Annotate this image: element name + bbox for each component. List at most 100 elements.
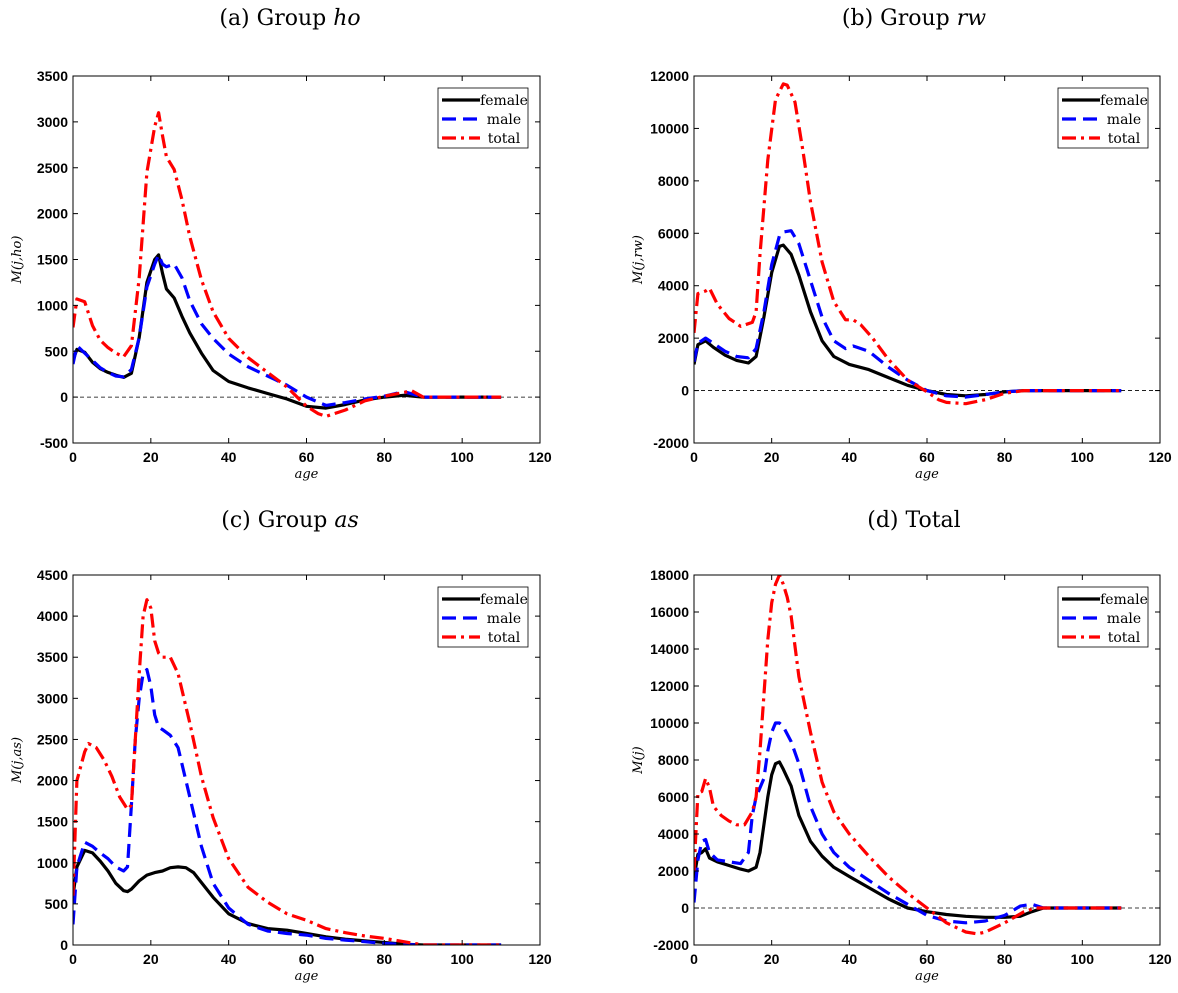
caption-prefix: (b) Group <box>842 6 957 31</box>
y-tick-label: 1000 <box>37 297 68 313</box>
x-tick-label: 80 <box>997 449 1013 465</box>
legend-label-male: male <box>487 112 521 128</box>
x-tick-label: 0 <box>69 449 77 465</box>
y-tick-label: 1000 <box>37 855 68 871</box>
y-tick-label: 2000 <box>37 206 68 222</box>
y-tick-label: 1500 <box>37 252 68 268</box>
x-tick-label: 100 <box>1071 951 1095 967</box>
x-tick-label: 20 <box>764 449 780 465</box>
x-tick-label: 120 <box>528 449 552 465</box>
x-tick-label: 120 <box>1148 951 1172 967</box>
x-tick-label: 120 <box>1148 449 1172 465</box>
y-tick-label: 4500 <box>37 567 68 583</box>
y-tick-label: 12000 <box>650 678 689 694</box>
legend: female male total <box>1057 87 1149 149</box>
y-tick-label: 2000 <box>37 773 68 789</box>
series-line-female <box>694 760 1122 919</box>
y-tick-label: 0 <box>60 389 68 405</box>
legend-label-female: female <box>1100 93 1148 109</box>
x-tick-label: 40 <box>842 449 858 465</box>
y-tick-label: 6000 <box>658 225 689 241</box>
series-line-total <box>694 82 1122 406</box>
legend-label-total: total <box>1108 131 1141 147</box>
x-axis-label: age <box>915 969 939 984</box>
x-tick-label: 80 <box>377 951 393 967</box>
y-tick-label: 4000 <box>37 608 68 624</box>
series-line-total <box>694 575 1122 936</box>
x-tick-label: 40 <box>221 449 237 465</box>
x-tick-label: 20 <box>143 449 159 465</box>
chart-caption: (c) Group as <box>221 508 358 533</box>
caption-group: ho <box>333 6 360 31</box>
x-tick-label: 60 <box>299 951 315 967</box>
x-tick-label: 20 <box>143 951 159 967</box>
series-line-male <box>73 667 502 945</box>
series-line-total <box>73 598 502 945</box>
y-tick-label: -500 <box>40 435 68 451</box>
caption-prefix: (d) Total <box>867 508 960 533</box>
y-tick-label: 6000 <box>658 789 689 805</box>
x-tick-label: 0 <box>690 951 698 967</box>
y-tick-label: 3500 <box>37 68 68 84</box>
y-axis-label: M(j,rw) <box>631 235 646 285</box>
y-tick-label: 1500 <box>37 814 68 830</box>
legend-label-total: total <box>488 131 521 147</box>
chart-caption: (b) Group rw <box>842 6 986 31</box>
legend-label-total: total <box>488 630 521 646</box>
chart-panel: (a) Group ho0 20 40 60 80 100 120-500050010001… <box>10 6 552 482</box>
x-tick-label: 100 <box>450 449 474 465</box>
x-tick-label: 0 <box>690 449 698 465</box>
chart-panel: (c) Group as 0 20 40 60 80 100 120 0 500 1000 1500 2… <box>10 508 552 984</box>
y-tick-label: 10000 <box>650 715 689 731</box>
y-tick-label: 0 <box>681 383 689 399</box>
y-tick-label: 2500 <box>37 731 68 747</box>
x-tick-label: 100 <box>1071 449 1095 465</box>
y-tick-label: 8000 <box>658 173 689 189</box>
y-tick-label: 14000 <box>650 641 689 657</box>
y-tick-label: 12000 <box>650 68 689 84</box>
legend-label-male: male <box>1107 112 1141 128</box>
y-tick-label: 2000 <box>658 863 689 879</box>
series-line-male <box>73 253 502 407</box>
y-tick-label: 3000 <box>37 690 68 706</box>
chart-caption: (a) Group ho <box>219 6 360 31</box>
y-tick-label: 18000 <box>650 567 689 583</box>
y-tick-label: 0 <box>681 900 689 916</box>
y-tick-label: 3500 <box>37 649 68 665</box>
series-line-male <box>694 229 1122 399</box>
x-tick-label: 40 <box>842 951 858 967</box>
x-axis-label: age <box>295 969 319 984</box>
y-tick-label: 500 <box>45 896 69 912</box>
legend-label-total: total <box>1108 630 1141 646</box>
y-tick-label: 16000 <box>650 604 689 620</box>
y-axis-label: M(j,ho) <box>10 236 25 285</box>
series-line-total <box>73 111 502 418</box>
y-axis-label: M(j) <box>631 746 646 775</box>
legend-label-female: female <box>480 592 528 608</box>
x-tick-label: 0 <box>69 951 77 967</box>
caption-group: rw <box>957 6 987 31</box>
x-tick-label: 60 <box>299 449 315 465</box>
y-tick-label: -2000 <box>653 937 689 953</box>
legend-label-male: male <box>487 611 521 627</box>
legend-label-female: female <box>1100 592 1148 608</box>
series-line-female <box>694 243 1122 398</box>
y-tick-label: 500 <box>45 343 69 359</box>
y-axis-label: M(j,as) <box>10 737 25 784</box>
y-tick-label: 8000 <box>658 752 689 768</box>
x-tick-label: 40 <box>221 951 237 967</box>
y-tick-label: 4000 <box>658 826 689 842</box>
y-tick-label: -2000 <box>653 435 689 451</box>
y-tick-label: 3000 <box>37 114 68 130</box>
caption-prefix: (c) Group <box>221 508 334 533</box>
y-tick-label: 4000 <box>658 278 689 294</box>
legend-label-female: female <box>480 93 528 109</box>
y-tick-label: 2500 <box>37 160 68 176</box>
x-tick-label: 20 <box>764 951 780 967</box>
y-tick-label: 2000 <box>658 330 689 346</box>
x-axis-label: age <box>915 467 939 482</box>
caption-prefix: (a) Group <box>219 6 333 31</box>
y-tick-label: 0 <box>60 937 68 953</box>
legend-label-male: male <box>1107 611 1141 627</box>
legend: female male total <box>1057 586 1149 648</box>
